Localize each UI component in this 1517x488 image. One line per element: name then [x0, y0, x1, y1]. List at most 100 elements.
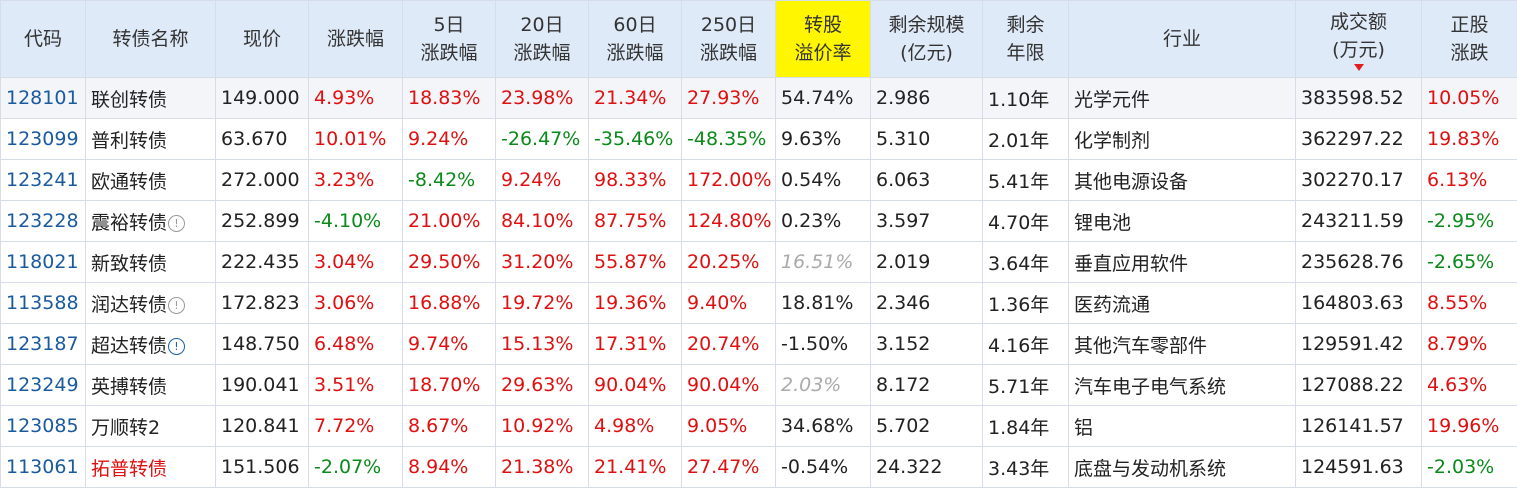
cell: 锂电池 — [1068, 200, 1296, 242]
table-row[interactable]: 113061 拓普转债 151.506 -2.07% 8.94% 21.38% 21.41%… — [0, 446, 1517, 488]
cell-text: 化学制剂 — [1074, 129, 1151, 152]
cell[interactable]: 超达转债! — [85, 323, 216, 365]
header-text: 250日 — [700, 14, 757, 36]
cell[interactable]: 123187 — [0, 323, 86, 365]
header-row: 代码 转债名称 现价 涨跌幅 5日 涨跌幅 20日 涨跌幅 60日 涨跌幅 250日 涨跌幅 转股 溢价率… — [0, 0, 1517, 78]
cell[interactable]: 震裕转债! — [85, 200, 216, 242]
cell-text: 普利转债 — [91, 129, 168, 152]
cell[interactable]: 123099 — [0, 118, 86, 160]
cell: 120.841 — [215, 405, 309, 447]
cell: 5.310 — [870, 118, 983, 160]
cell-text: 4.98% — [594, 415, 655, 437]
cell-text: 4.16年 — [988, 334, 1050, 357]
cell-text: 148.750 — [221, 333, 300, 355]
table-row[interactable]: 123187 超达转债! 148.750 6.48% 9.74% 15.13% 17.31%… — [0, 323, 1517, 365]
cell[interactable]: 联创转债 — [85, 77, 216, 119]
cell[interactable]: 123241 — [0, 159, 86, 201]
header-text: 5日 — [433, 14, 465, 36]
cell-text: -48.35% — [687, 128, 767, 150]
cell: 20.74% — [681, 323, 776, 365]
column-header[interactable]: 正股 涨跌 — [1421, 0, 1517, 78]
column-header[interactable]: 转债名称 — [85, 0, 216, 78]
cell-text: 8.55% — [1427, 292, 1488, 314]
cell: 18.70% — [402, 364, 496, 406]
cell[interactable]: 123249 — [0, 364, 86, 406]
cell-text: 98.33% — [594, 169, 667, 191]
header-text: (亿元) — [900, 42, 953, 64]
cell[interactable]: 128101 — [0, 77, 86, 119]
column-header[interactable]: 剩余 年限 — [982, 0, 1069, 78]
table-row[interactable]: 123228 震裕转债! 252.899 -4.10% 21.00% 84.10% 87.7… — [0, 200, 1517, 242]
table-row[interactable]: 123085 万顺转2 120.841 7.72% 8.67% 10.92% 4.98% 9.… — [0, 405, 1517, 447]
cell: 24.322 — [870, 446, 983, 488]
cell-text: 8.67% — [408, 415, 469, 437]
cell-text: 1.84年 — [988, 416, 1050, 439]
column-header[interactable]: 现价 — [215, 0, 309, 78]
cell[interactable]: 113061 — [0, 446, 86, 488]
cell-text: 19.83% — [1427, 128, 1500, 150]
cell[interactable]: 普利转债 — [85, 118, 216, 160]
cell[interactable]: 123085 — [0, 405, 86, 447]
cell: 63.670 — [215, 118, 309, 160]
cell-text: -26.47% — [501, 128, 581, 150]
cell: 4.63% — [1421, 364, 1517, 406]
cell[interactable]: 118021 — [0, 241, 86, 283]
cell[interactable]: 万顺转2 — [85, 405, 216, 447]
table-row[interactable]: 123241 欧通转债 272.000 3.23% -8.42% 9.24% 98.33% 1… — [0, 159, 1517, 201]
cell[interactable]: 123228 — [0, 200, 86, 242]
cell[interactable]: 欧通转债 — [85, 159, 216, 201]
header-text: 涨跌幅 — [699, 42, 757, 64]
cell-text: 10.05% — [1427, 87, 1500, 109]
table-row[interactable]: 123099 普利转债 63.670 10.01% 9.24% -26.47% -35.46… — [0, 118, 1517, 160]
cell-text: 29.50% — [408, 251, 481, 273]
cell: 172.823 — [215, 282, 309, 324]
cell: 362297.22 — [1295, 118, 1422, 160]
cell[interactable]: 新致转债 — [85, 241, 216, 283]
column-header[interactable]: 代码 — [0, 0, 86, 78]
cell: 其他汽车零部件 — [1068, 323, 1296, 365]
column-header[interactable]: 转股 溢价率 — [775, 0, 871, 78]
column-header[interactable]: 行业 — [1068, 0, 1296, 78]
cell-text: 2.019 — [876, 251, 931, 273]
cell[interactable]: 113588 — [0, 282, 86, 324]
column-header[interactable]: 剩余规模 (亿元) — [870, 0, 983, 78]
cell[interactable]: 英搏转债 — [85, 364, 216, 406]
cell[interactable]: 润达转债! — [85, 282, 216, 324]
column-header[interactable]: 20日 涨跌幅 — [495, 0, 589, 78]
cell-text: -35.46% — [594, 128, 674, 150]
table-row[interactable]: 128101 联创转债 149.000 4.93% 18.83% 23.98% 21.34%… — [0, 77, 1517, 119]
cell: 29.63% — [495, 364, 589, 406]
table-row[interactable]: 113588 润达转债! 172.823 3.06% 16.88% 19.72% 19.36… — [0, 282, 1517, 324]
cell: -2.95% — [1421, 200, 1517, 242]
cell: -48.35% — [681, 118, 776, 160]
cell-text: 5.71年 — [988, 375, 1050, 398]
cell-text: 123249 — [6, 374, 79, 396]
cell-text: -2.95% — [1427, 210, 1495, 232]
column-header[interactable]: 成交额 (万元) — [1295, 0, 1422, 78]
cell-text: 2.986 — [876, 87, 931, 109]
cell: 15.13% — [495, 323, 589, 365]
cell-text: -2.03% — [1427, 456, 1495, 478]
cell: 21.34% — [588, 77, 682, 119]
cell: 3.51% — [308, 364, 403, 406]
cell-text: 55.87% — [594, 251, 667, 273]
info-icon[interactable]: ! — [168, 214, 186, 232]
cell: 1.10年 — [982, 77, 1069, 119]
info-icon[interactable]: ! — [168, 296, 186, 314]
table-row[interactable]: 123249 英搏转债 190.041 3.51% 18.70% 29.63% 90.04%… — [0, 364, 1517, 406]
column-header[interactable]: 涨跌幅 — [308, 0, 403, 78]
info-icon[interactable]: ! — [168, 337, 186, 355]
column-header[interactable]: 5日 涨跌幅 — [402, 0, 496, 78]
cell-text: 锂电池 — [1074, 211, 1132, 234]
table-row[interactable]: 118021 新致转债 222.435 3.04% 29.50% 31.20% 55.87%… — [0, 241, 1517, 283]
column-header[interactable]: 60日 涨跌幅 — [588, 0, 682, 78]
cell: 126141.57 — [1295, 405, 1422, 447]
cell[interactable]: 拓普转债 — [85, 446, 216, 488]
column-header[interactable]: 250日涨跌幅 — [681, 0, 776, 78]
cell-text: 90.04% — [594, 374, 667, 396]
cell: 其他电源设备 — [1068, 159, 1296, 201]
cell-text: 124591.63 — [1301, 456, 1404, 478]
cell-text: 垂直应用软件 — [1074, 252, 1189, 275]
cell: 383598.52 — [1295, 77, 1422, 119]
